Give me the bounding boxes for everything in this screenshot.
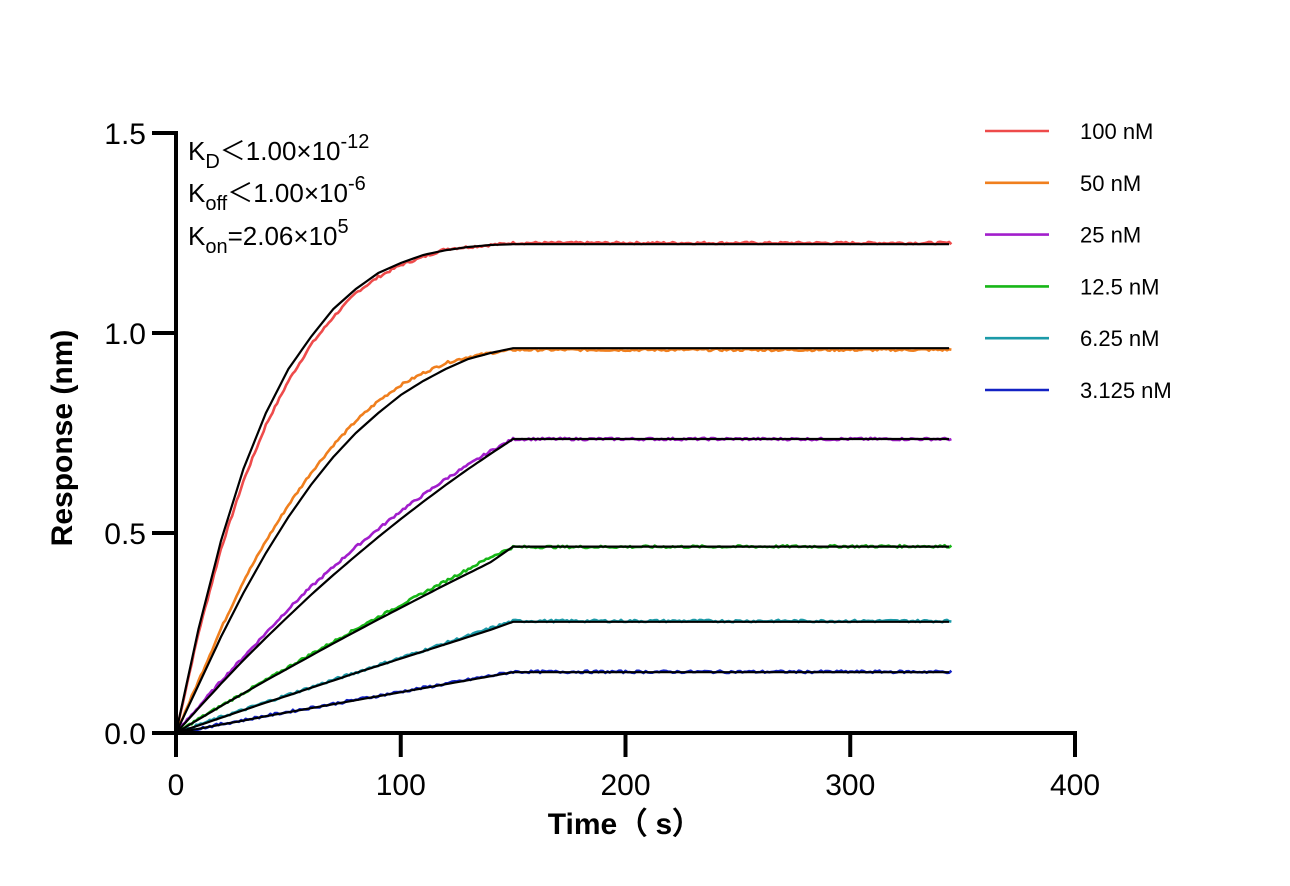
annotation-kon: Kon=2.06×105 (188, 216, 349, 258)
y-tick-label: 1.0 (104, 318, 146, 351)
series-line-50-nm (174, 347, 952, 734)
x-tick-label: 100 (376, 769, 426, 802)
series-line-100-nm (174, 240, 953, 734)
legend-label-3-125-nm: 3.125 nM (1080, 378, 1172, 403)
x-tick-label: 0 (168, 769, 185, 802)
x-tick-label: 300 (825, 769, 875, 802)
legend-label-50-nm: 50 nM (1080, 171, 1141, 196)
legend: 100 nM 50 nM 25 nM 12.5 nM 6.25 nM 3.125 nM (985, 119, 1172, 403)
legend-label-100-nm: 100 nM (1080, 119, 1153, 144)
x-axis-title: Time（ s） (548, 807, 703, 841)
legend-label-25-nm: 25 nM (1080, 223, 1141, 248)
fit-line-6-25-nm (175, 620, 950, 735)
x-tick-label: 200 (600, 769, 650, 802)
legend-label-12-5-nm: 12.5 nM (1080, 274, 1160, 299)
y-tick-label: 0.0 (104, 718, 146, 751)
y-tick-label: 1.5 (104, 118, 146, 151)
fit-line-50-nm (175, 347, 950, 734)
series-traces (174, 240, 953, 735)
y-tick-label: 0.5 (104, 518, 146, 551)
fit-line-100-nm (174, 243, 950, 734)
annotation-kd: KD＜1.00×10-12 (188, 131, 369, 173)
fit-curves (174, 243, 950, 735)
y-axis-title: Response (nm) (46, 330, 79, 547)
series-line-12-5-nm (175, 543, 953, 734)
fit-line-25-nm (175, 437, 950, 734)
fit-line-12-5-nm (175, 545, 950, 734)
annotation-koff: Koff＜1.00×10-6 (188, 173, 366, 215)
series-line-3-125-nm (175, 669, 953, 735)
fit-line-3-125-nm (175, 671, 950, 735)
axes: 0 100 200 300 400 0.0 0.5 1.0 1.5 (104, 118, 1100, 802)
series-line-25-nm (175, 436, 952, 735)
series-line-6-25-nm (175, 618, 952, 735)
x-tick-label: 400 (1050, 769, 1100, 802)
legend-label-6-25-nm: 6.25 nM (1080, 326, 1160, 351)
